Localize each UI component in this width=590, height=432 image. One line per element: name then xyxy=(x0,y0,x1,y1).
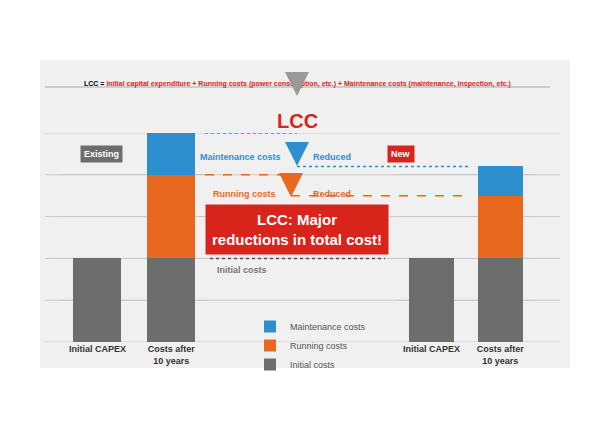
svg-text:Maintenance costs: Maintenance costs xyxy=(290,322,366,332)
svg-text:Initial costs: Initial costs xyxy=(217,265,267,275)
svg-text:Initial CAPEX: Initial CAPEX xyxy=(403,344,460,354)
svg-text:Maintenance costs: Maintenance costs xyxy=(200,152,281,162)
svg-text:Initial CAPEX: Initial CAPEX xyxy=(69,344,126,354)
svg-text:LCC = Initial capital expendit: LCC = Initial capital expenditure + Runn… xyxy=(84,80,511,88)
svg-text:Running costs: Running costs xyxy=(213,189,276,199)
svg-text:Reduced: Reduced xyxy=(313,152,351,162)
svg-text:Existing: Existing xyxy=(84,149,119,159)
svg-text:Initial costs: Initial costs xyxy=(290,360,335,370)
svg-text:Costs after10 years: Costs after10 years xyxy=(477,344,525,366)
svg-text:Costs after10 years: Costs after10 years xyxy=(148,344,196,366)
svg-text:LCC: Majorreductions in total: LCC: Majorreductions in total cost! xyxy=(212,211,382,248)
svg-text:LCC: LCC xyxy=(277,110,318,132)
svg-text:New: New xyxy=(391,149,411,159)
svg-text:Running costs: Running costs xyxy=(290,341,348,351)
svg-text:Reduced: Reduced xyxy=(313,189,351,199)
